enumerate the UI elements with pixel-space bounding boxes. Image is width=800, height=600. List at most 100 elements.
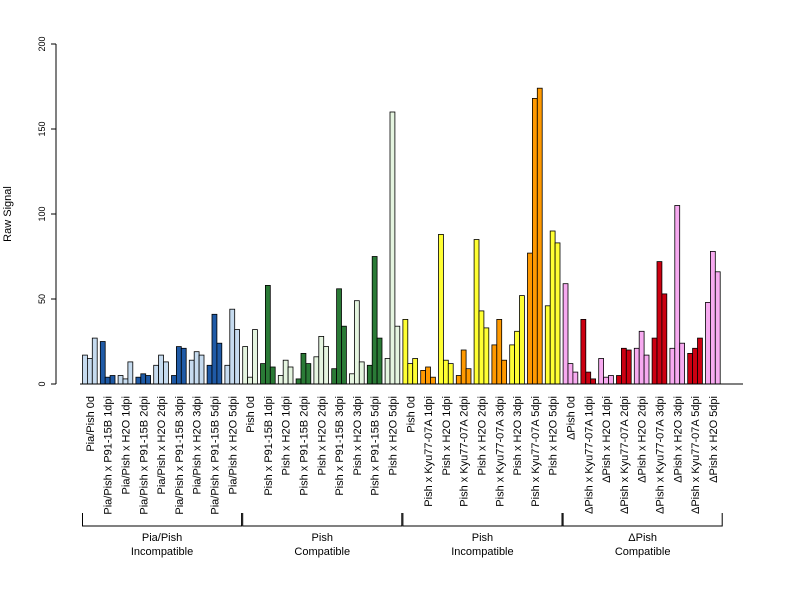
- category-label: Pish x H2O 1dpi: [441, 396, 453, 475]
- bar: [127, 361, 134, 385]
- bar: [211, 313, 218, 385]
- bar: [455, 375, 462, 385]
- group-sublabel: Incompatible: [451, 546, 513, 558]
- group-bracket: [82, 513, 243, 527]
- bar: [91, 337, 98, 385]
- bar: [82, 354, 88, 385]
- category-label: Pish x P91-15B 3dpi: [334, 396, 346, 496]
- bar: [638, 330, 645, 385]
- category-label: ΔPish x H2O 3dpi: [672, 396, 684, 483]
- bar: [473, 239, 480, 385]
- bar: [171, 375, 177, 385]
- bar: [247, 376, 253, 385]
- y-axis-title: Raw Signal: [2, 186, 14, 242]
- bar: [140, 373, 147, 385]
- bar: [264, 284, 271, 385]
- bar: [402, 318, 409, 385]
- bar: [674, 205, 681, 385]
- bar: [175, 346, 182, 385]
- group-sublabel: Compatible: [294, 546, 350, 558]
- bar: [145, 375, 151, 385]
- category-label: Pia/Pish x H2O 2dpi: [156, 396, 168, 494]
- category-label: Pish 0d: [405, 396, 417, 433]
- category-label: Pish x H2O 1dpi: [281, 396, 293, 475]
- bar: [633, 347, 640, 385]
- category-label: ΔPish x Kyu77-07A 2dpi: [619, 396, 631, 514]
- category-label: Pia/Pish 0d: [85, 396, 97, 452]
- bar: [135, 376, 142, 385]
- bar: [549, 230, 556, 385]
- bar: [544, 305, 551, 385]
- bar: [430, 376, 436, 385]
- bar: [501, 359, 508, 385]
- category-label: Pish x Kyu77-07A 5dpi: [530, 396, 542, 507]
- bar: [371, 256, 378, 385]
- category-label: Pish x Kyu77-07A 3dpi: [494, 396, 506, 507]
- category-label: ΔPish 0d: [565, 396, 577, 440]
- bar: [109, 375, 116, 385]
- category-label: Pish x P91-15B 2dpi: [298, 396, 310, 496]
- bar: [438, 233, 444, 385]
- category-label: Pia/Pish x P91-15B 1dpi: [103, 396, 115, 515]
- bar: [216, 342, 223, 385]
- category-label: Pish x H2O 3dpi: [512, 396, 524, 475]
- bar: [252, 329, 258, 385]
- bar: [478, 310, 485, 385]
- bar: [625, 349, 632, 385]
- group-label: Pish: [312, 532, 333, 544]
- bar: [608, 375, 614, 385]
- bar: [260, 363, 266, 385]
- bar: [536, 87, 543, 385]
- bar: [277, 375, 284, 385]
- bar: [447, 363, 454, 385]
- group-sublabel: Compatible: [615, 546, 671, 558]
- bar: [87, 358, 93, 385]
- bar: [603, 376, 609, 385]
- bar: [234, 329, 240, 385]
- bar: [224, 364, 231, 385]
- bar: [394, 325, 401, 385]
- category-label: Pish 0d: [245, 396, 257, 433]
- y-axis: 0 50 100 150 200: [37, 36, 57, 387]
- category-label: Pish x Kyu77-07A 2dpi: [459, 396, 471, 507]
- bar: [621, 347, 627, 385]
- bar: [188, 359, 195, 385]
- bar: [491, 344, 498, 385]
- category-label: Pish x P91-15B 5dpi: [370, 396, 382, 496]
- bar: [341, 325, 347, 385]
- bar: [519, 295, 525, 385]
- y-tick-label: 100: [37, 206, 47, 221]
- bar: [705, 301, 711, 385]
- bar: [656, 261, 663, 385]
- category-label: Pish x H2O 3dpi: [352, 396, 364, 475]
- bar: [509, 344, 516, 385]
- category-label: Pia/Pish x H2O 3dpi: [192, 396, 204, 494]
- bar: [442, 359, 449, 385]
- bar: [389, 111, 396, 385]
- bar: [710, 250, 716, 385]
- bar: [527, 252, 533, 385]
- bar: [376, 337, 383, 385]
- category-label: Pia/Pish x H2O 5dpi: [227, 396, 239, 494]
- bar: [425, 366, 431, 385]
- y-tick-label: 0: [37, 381, 47, 386]
- category-label: Pia/Pish x P91-15B 3dpi: [174, 396, 186, 515]
- bar: [295, 378, 302, 385]
- bar: [358, 361, 365, 385]
- category-label: Pia/Pish x H2O 1dpi: [120, 396, 132, 494]
- bar: [651, 337, 658, 385]
- bar: [697, 337, 703, 385]
- bar: [585, 371, 592, 385]
- category-label: Pia/Pish x P91-15B 2dpi: [138, 396, 150, 515]
- bar: [384, 358, 391, 385]
- bar: [305, 363, 312, 385]
- bar: [407, 363, 414, 385]
- bar: [590, 378, 597, 385]
- bar: [318, 335, 325, 385]
- bar: [598, 358, 605, 385]
- group-brackets: Pia/Pish Incompatible Pish Compatible Pish In…: [82, 513, 723, 558]
- bar: [242, 346, 248, 385]
- group-bracket: [402, 513, 563, 527]
- bar: [465, 368, 472, 385]
